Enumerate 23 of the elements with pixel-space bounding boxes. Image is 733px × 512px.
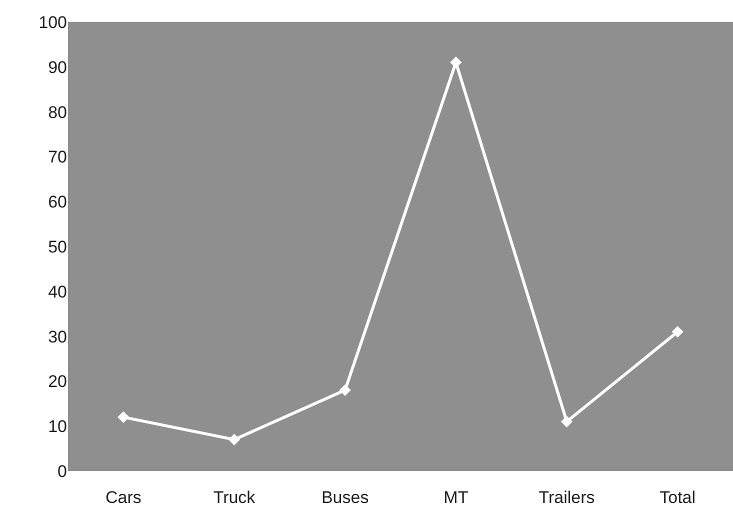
y-tick-label: 10 <box>48 417 67 436</box>
y-tick-label: 90 <box>48 58 67 77</box>
point <box>118 411 130 423</box>
y-tick-label: 30 <box>48 327 67 346</box>
x-tick-label: Truck <box>213 488 256 507</box>
y-tick-label: 20 <box>48 372 67 392</box>
x-tick-label: Buses <box>321 488 369 507</box>
y-tick-label: 100 <box>38 12 67 32</box>
y-tick-label: 50 <box>48 237 67 256</box>
y-tick-label: 70 <box>48 148 67 167</box>
y-tick-label: 80 <box>48 102 67 122</box>
y-tick-label: 0 <box>58 462 67 481</box>
point <box>450 56 462 68</box>
point <box>339 384 351 396</box>
point <box>560 416 573 428</box>
x-tick-label: Trailers <box>538 488 595 507</box>
point <box>672 326 684 338</box>
y-tick-label: 60 <box>48 192 67 212</box>
x-tick-label: Total <box>660 488 696 507</box>
point <box>228 434 240 446</box>
x-tick-label: Cars <box>105 488 142 507</box>
y-tick-label: 40 <box>48 282 67 302</box>
x-tick-label: MT <box>444 488 468 507</box>
